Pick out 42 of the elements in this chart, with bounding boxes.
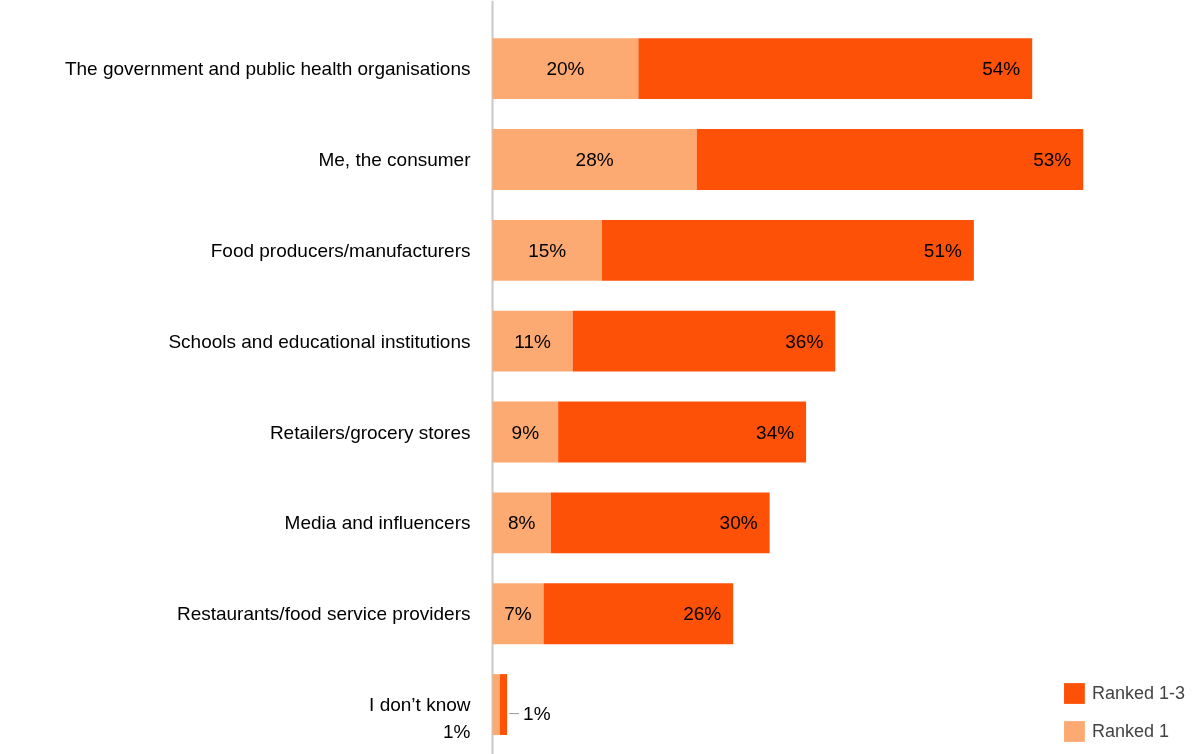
bar	[492, 129, 697, 190]
bar	[550, 492, 770, 554]
y-tick-label: Me, the consumer	[318, 148, 472, 170]
bar	[499, 674, 508, 735]
data-label: 53%	[1033, 148, 1072, 170]
bar	[558, 401, 807, 463]
data-label: 15%	[528, 239, 567, 261]
data-label: 51%	[923, 239, 962, 261]
data-label: 28%	[575, 148, 614, 170]
data-label: 36%	[785, 330, 824, 352]
data-label: 11%	[514, 330, 552, 352]
data-label: 8%	[507, 512, 536, 534]
y-tick-label: Media and influencers	[284, 512, 471, 534]
data-label: 34%	[756, 421, 795, 443]
y-tick-label: Restaurants/food service providers	[176, 603, 471, 625]
data-label: 1%	[443, 721, 471, 743]
bar	[492, 310, 573, 372]
bar	[492, 492, 551, 554]
y-tick-label: The government and public health organisations	[64, 58, 471, 80]
y-tick-label: Schools and educational institutions	[168, 330, 471, 352]
y-tick-label: Retailers/grocery stores	[269, 421, 471, 443]
bar	[492, 219, 602, 281]
y-tick-label: I don’t know	[369, 694, 471, 716]
bar	[638, 38, 1033, 100]
data-label: 30%	[719, 512, 758, 534]
bar	[696, 129, 1084, 190]
data-label: 9%	[511, 421, 540, 443]
legend-label: Ranked 1-3	[1091, 682, 1185, 704]
bar	[601, 219, 974, 281]
bar	[492, 38, 639, 100]
legend-label: Ranked 1	[1091, 720, 1169, 742]
data-label: 1%	[523, 703, 551, 725]
data-label: 7%	[504, 603, 532, 625]
bar	[492, 401, 559, 463]
data-label: 54%	[982, 58, 1021, 80]
bar	[492, 674, 500, 735]
data-label: 26%	[683, 603, 722, 625]
data-label: 20%	[546, 58, 585, 80]
bar	[492, 583, 544, 645]
bar	[543, 583, 734, 645]
bar	[572, 310, 836, 372]
y-tick-label: Food producers/manufacturers	[210, 239, 471, 261]
